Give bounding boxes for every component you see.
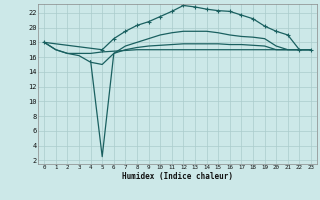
X-axis label: Humidex (Indice chaleur): Humidex (Indice chaleur)	[122, 172, 233, 181]
